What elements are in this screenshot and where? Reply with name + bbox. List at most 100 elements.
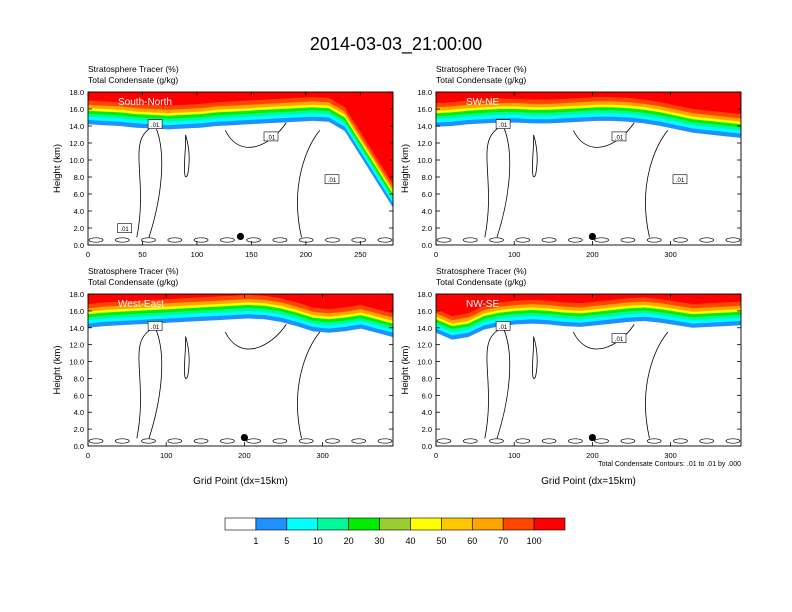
y-tick-label: 0.0 [74,241,84,250]
low-cloud-contour [646,438,662,444]
contour-label-box [147,119,163,129]
x-tick-label: 150 [245,250,258,259]
y-tick-label: 14.0 [69,122,84,131]
colorbar-swatch [224,517,257,531]
y-tick-label: 4.0 [74,408,84,417]
panel-label: West-East [118,299,164,310]
location-marker [588,433,597,442]
contour-label-box [495,119,511,129]
low-cloud-contour [377,237,393,243]
condensate-contour [297,331,321,439]
x-tick-label: 0 [434,250,438,259]
y-tick-label: 18.0 [417,88,432,97]
x-tick-label: 250 [354,250,367,259]
plot-area: .01 .01 [436,294,741,446]
condensate-contour [297,130,321,238]
colorbar-label: 50 [436,536,446,546]
contour-label: .01 [676,178,685,184]
y-tick-label: 2.0 [74,224,84,233]
colorbar-swatch [441,517,473,531]
y-tick-label: 8.0 [74,374,84,383]
low-cloud-contour [541,438,557,444]
low-cloud-contour [725,438,741,444]
figure-title: 2014-03-03_21:00:00 [310,34,482,55]
y-tick-label: 12.0 [417,139,432,148]
x-tick-label: 200 [238,451,251,460]
colorbar: 1 5 10 20 30 40 50 60 70 100 [224,517,566,546]
low-cloud-contour [88,438,104,444]
colorbar-swatch [348,517,380,531]
y-tick-label: 4.0 [74,207,84,216]
plot-frame [435,293,742,447]
y-tick-label: 12.0 [69,139,84,148]
colorbar-swatch [410,517,442,531]
x-tick-label: 200 [300,250,313,259]
condensate-contour [532,336,538,379]
condensate-contour [532,134,538,178]
location-marker [588,232,597,241]
y-tick-label: 4.0 [422,207,432,216]
low-cloud-contour [594,237,609,243]
panel-title-line2: Total Condensate (g/kg) [88,277,178,287]
panel-title-line2: Total Condensate (g/kg) [88,75,178,85]
low-cloud-contour [193,237,209,243]
condensate-contour [184,336,190,379]
low-cloud-contour [298,438,314,444]
y-tick-label: 6.0 [422,391,432,400]
plot-frame [435,91,742,246]
colorbar-label: 10 [313,536,323,546]
location-marker [240,433,249,442]
condensate-contour [572,324,635,350]
panel-title-line2: Total Condensate (g/kg) [436,277,526,287]
x-tick-label: 50 [138,250,146,259]
y-tick-label: 14.0 [417,122,432,131]
y-tick-label: 18.0 [69,88,84,97]
contour-label: .01 [120,227,129,233]
low-cloud-contour [462,237,478,243]
contour-label: .01 [151,123,160,129]
low-cloud-contour [272,438,288,444]
location-marker [236,232,245,241]
low-cloud-contour [246,438,261,444]
contour-label-box [672,174,688,185]
contour-label: .01 [615,135,624,141]
y-tick-label: 18.0 [69,290,84,299]
low-cloud-contour [594,438,609,444]
low-cloud-contour [646,237,662,243]
x-tick-label: 0 [434,451,438,460]
colorbar-label: 70 [498,536,508,546]
y-tick-label: 6.0 [422,190,432,199]
colorbar-swatch [317,517,349,531]
contour-note: Total Condensate Contours: .01 to .01 by… [598,461,741,468]
y-tick-label: 18.0 [417,290,432,299]
low-cloud-contour [325,237,340,243]
low-cloud-contour [114,438,130,444]
low-cloud-contour [436,438,452,444]
contour-label: .01 [267,135,276,141]
low-cloud-contour [325,438,340,444]
y-tick-label: 10.0 [417,358,432,367]
x-tick-label: 100 [508,250,521,259]
x-axis-label: Grid Point (dx=15km) [541,476,636,487]
x-tick-label: 100 [160,451,173,460]
panel-title-line1: Stratosphere Tracer (%) [88,266,179,276]
y-tick-label: 14.0 [69,324,84,333]
y-tick-label: 6.0 [74,190,84,199]
low-cloud-contour [351,237,367,243]
panel-title-line1: Stratosphere Tracer (%) [436,64,527,74]
panel-title-line2: Total Condensate (g/kg) [436,75,526,85]
colorbar-swatch [379,517,411,531]
y-axis-label: Height (km) [52,144,63,193]
condensate-contour [645,331,669,439]
y-tick-label: 10.0 [69,358,84,367]
low-cloud-contour [725,237,741,243]
low-cloud-contour [568,237,583,243]
x-tick-label: 100 [508,451,521,460]
y-tick-label: 14.0 [417,324,432,333]
low-cloud-contour [541,237,557,243]
y-tick-label: 0.0 [422,442,432,451]
y-tick-label: 16.0 [69,307,84,316]
colorbar-swatch [471,517,504,531]
low-cloud-contour [489,438,504,444]
